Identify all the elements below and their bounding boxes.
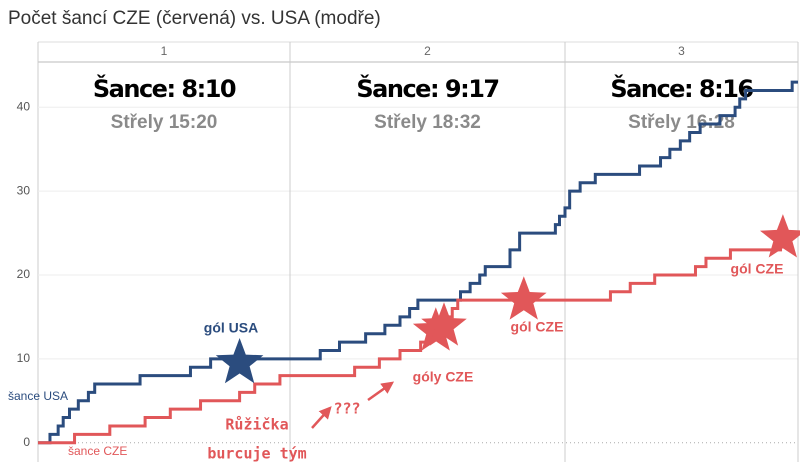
goal-star bbox=[421, 302, 467, 346]
panel-label: 3 bbox=[678, 44, 685, 58]
panel-header: Šance: 8:16 bbox=[610, 73, 753, 103]
goal-star bbox=[500, 276, 547, 320]
panel-header: Šance: 9:17 bbox=[356, 73, 498, 103]
chart-title: Počet šancí CZE (červená) vs. USA (modře… bbox=[8, 8, 381, 29]
panel-label: 1 bbox=[161, 44, 168, 58]
panel-subheader: Střely 16:28 bbox=[628, 112, 735, 133]
y-tick-label: 20 bbox=[17, 267, 31, 281]
y-tick-label: 0 bbox=[23, 435, 30, 449]
series-label: šance CZE bbox=[68, 444, 127, 458]
panel-subheader: Střely 18:32 bbox=[374, 112, 481, 133]
annotation: gól CZE bbox=[731, 261, 784, 277]
annotation: ??? bbox=[333, 400, 360, 418]
y-tick-label: 10 bbox=[17, 351, 31, 365]
arrow bbox=[311, 406, 332, 429]
annotation: Růžička bbox=[225, 416, 288, 434]
panel-subheader: Střely 15:20 bbox=[111, 112, 218, 133]
arrow bbox=[367, 381, 395, 402]
goal-star bbox=[215, 338, 264, 384]
annotation: gól USA bbox=[204, 320, 258, 336]
series-label: šance USA bbox=[8, 389, 68, 403]
y-tick-label: 30 bbox=[17, 183, 31, 197]
y-tick-label: 40 bbox=[17, 99, 31, 113]
panel-header: Šance: 8:10 bbox=[93, 73, 236, 103]
annotation: gól CZE bbox=[511, 319, 564, 335]
annotation: burcuje tým bbox=[207, 445, 306, 463]
annotation: góly CZE bbox=[413, 369, 474, 385]
goal-star bbox=[760, 214, 800, 258]
series-line bbox=[38, 231, 798, 445]
series-line bbox=[38, 80, 798, 445]
panel-label: 2 bbox=[424, 44, 431, 58]
